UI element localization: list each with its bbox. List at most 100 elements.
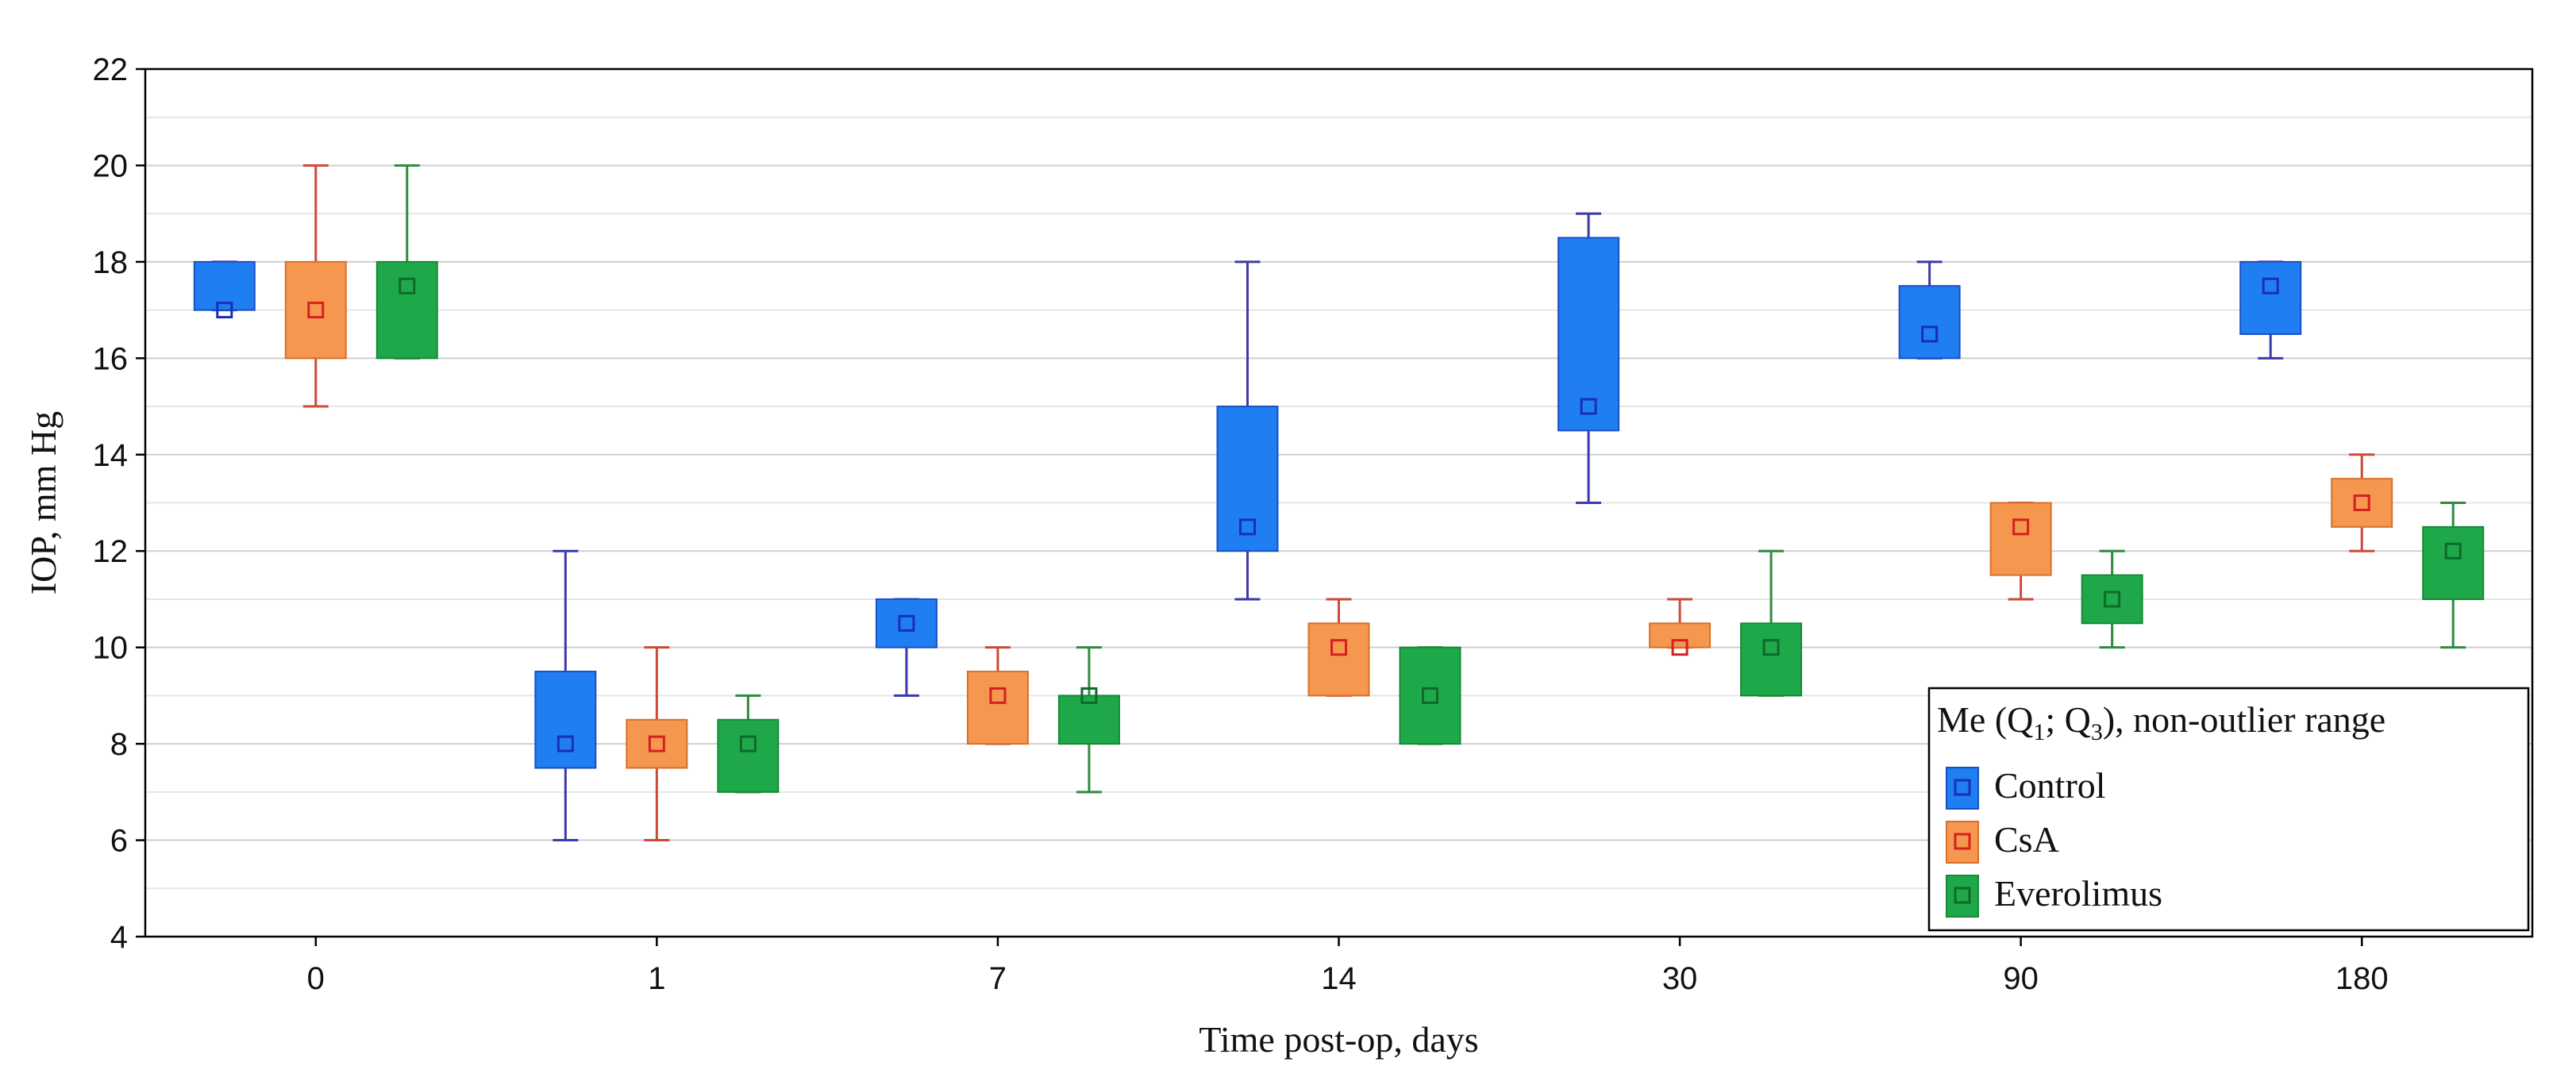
box-control-day-7: [875, 598, 938, 697]
legend-label: Everolimus: [1994, 873, 2162, 914]
gridlines: [145, 116, 2532, 890]
y-tick-label: 8: [110, 727, 128, 762]
y-axis-ticks: 4 6 8 10 12 14 16 18 20 22: [93, 52, 145, 955]
median-marker: [307, 302, 325, 319]
box-csa-day-1: [626, 646, 688, 842]
legend-swatch: [1946, 767, 1979, 810]
legend-box: [1927, 687, 2530, 932]
median-marker: [1239, 518, 1256, 536]
box-control-day-14: [1216, 260, 1279, 601]
legend-swatch: [1946, 875, 1979, 918]
x-tick-label: 14: [1321, 961, 1357, 996]
iqr-box: [2422, 525, 2485, 600]
box-control-day-1: [534, 549, 597, 842]
median-marker: [1762, 639, 1780, 656]
y-tick-label: 20: [93, 148, 129, 183]
iqr-box: [1216, 406, 1279, 552]
x-tick-label: 1: [648, 961, 665, 996]
median-marker: [1580, 398, 1597, 415]
box-csa-day-30: [1649, 598, 1712, 656]
median-marker: [2012, 518, 2030, 536]
box-csa-day-180: [2331, 453, 2393, 552]
legend-swatch: [1946, 821, 1979, 864]
legend-marker: [1954, 887, 1971, 904]
box-control-day-90: [1898, 260, 1961, 360]
y-tick-label: 4: [110, 920, 128, 955]
y-tick-label: 16: [93, 341, 129, 376]
iqr-box: [2239, 260, 2302, 335]
y-tick-label: 6: [110, 824, 128, 859]
iqr-box: [284, 260, 347, 360]
box-csa-day-90: [1989, 502, 2052, 601]
median-marker: [2262, 277, 2279, 294]
median-marker: [898, 614, 915, 632]
median-marker: [556, 735, 574, 752]
iqr-box: [2081, 574, 2143, 625]
legend-items: Control CsA Everolimus: [1946, 765, 2162, 918]
legend-marker: [1954, 779, 1971, 796]
x-tick-label: 30: [1662, 961, 1698, 996]
box-control-day-30: [1558, 212, 1620, 504]
box-csa-day-0: [284, 164, 347, 408]
x-tick-label: 0: [307, 961, 325, 996]
median-marker: [739, 735, 757, 752]
iqr-box: [1649, 622, 1712, 648]
iqr-box: [626, 718, 688, 769]
median-marker: [216, 302, 233, 319]
box-everolimus-day-30: [1740, 549, 1803, 697]
y-tick-label: 22: [93, 52, 129, 87]
median-marker: [399, 277, 416, 294]
legend: Me (Q1; Q3), non-outlier range Control Cs…: [1927, 687, 2530, 932]
y-tick-label: 18: [93, 245, 129, 280]
x-axis-ticks: 0 1 7 14 30 90 180: [307, 937, 2389, 996]
legend-label: CsA: [1994, 819, 2059, 860]
y-axis-title: IOP, mm Hg: [23, 411, 64, 595]
box-control-day-180: [2239, 260, 2302, 360]
y-tick-label: 14: [93, 438, 129, 473]
box-everolimus-day-0: [375, 164, 438, 360]
median-marker: [1921, 325, 1939, 343]
legend-title-end: ), non-outlier range: [2103, 699, 2385, 740]
box-csa-day-14: [1307, 598, 1370, 697]
box-everolimus-day-7: [1057, 646, 1120, 794]
legend-title-main: Me (Q: [1937, 699, 2033, 740]
legend-marker: [1954, 833, 1971, 850]
iqr-box: [1307, 622, 1370, 697]
iqr-box: [375, 260, 438, 360]
iqr-box: [717, 718, 780, 793]
legend-label: Control: [1994, 765, 2106, 806]
box-everolimus-day-90: [2081, 549, 2143, 649]
iqr-box: [2331, 478, 2393, 528]
legend-title: Me (Q1; Q3), non-outlier range: [1937, 699, 2385, 745]
iqr-box: [1558, 237, 1620, 432]
y-tick-label: 10: [93, 631, 129, 666]
median-marker: [2104, 591, 2121, 608]
legend-title-mid: ; Q: [2045, 699, 2091, 740]
legend-item-csa: CsA: [1946, 819, 2059, 864]
median-marker: [1671, 639, 1688, 656]
box-series: [193, 164, 2485, 842]
x-axis-title: Time post-op, days: [1199, 1019, 1478, 1060]
iqr-box: [1989, 502, 2052, 576]
median-marker: [989, 687, 1007, 704]
box-everolimus-day-1: [717, 694, 780, 794]
iqr-box: [1740, 622, 1803, 697]
median-marker: [2353, 494, 2370, 511]
x-tick-label: 180: [2335, 961, 2389, 996]
median-marker: [648, 735, 665, 752]
iqr-box: [966, 671, 1029, 745]
x-tick-label: 7: [989, 961, 1007, 996]
iqr-box: [534, 671, 597, 769]
box-csa-day-7: [966, 646, 1029, 745]
legend-item-everolimus: Everolimus: [1946, 873, 2162, 918]
iqr-box: [1399, 646, 1461, 745]
legend-title-sub1: 1: [2033, 719, 2045, 745]
iqr-box: [1898, 285, 1961, 360]
median-marker: [2444, 542, 2462, 560]
median-marker: [1330, 639, 1347, 656]
legend-title-sub3: 3: [2091, 719, 2103, 745]
y-tick-label: 12: [93, 534, 129, 569]
x-tick-label: 90: [2003, 961, 2039, 996]
box-everolimus-day-14: [1399, 646, 1461, 745]
